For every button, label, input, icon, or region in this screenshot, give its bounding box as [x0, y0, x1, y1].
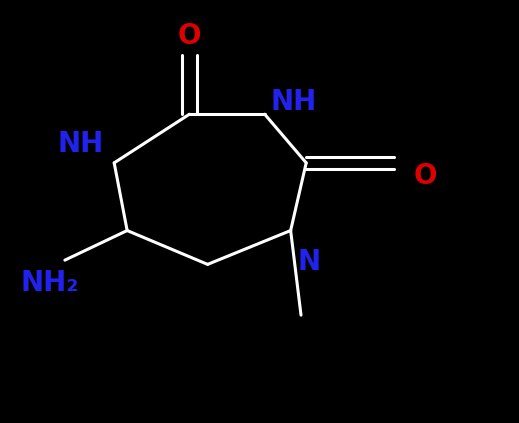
- Text: O: O: [414, 162, 438, 190]
- Text: NH: NH: [57, 130, 104, 158]
- Text: NH₂: NH₂: [20, 269, 78, 297]
- Text: N: N: [297, 248, 320, 276]
- Text: NH: NH: [270, 88, 317, 115]
- Text: O: O: [177, 22, 201, 50]
